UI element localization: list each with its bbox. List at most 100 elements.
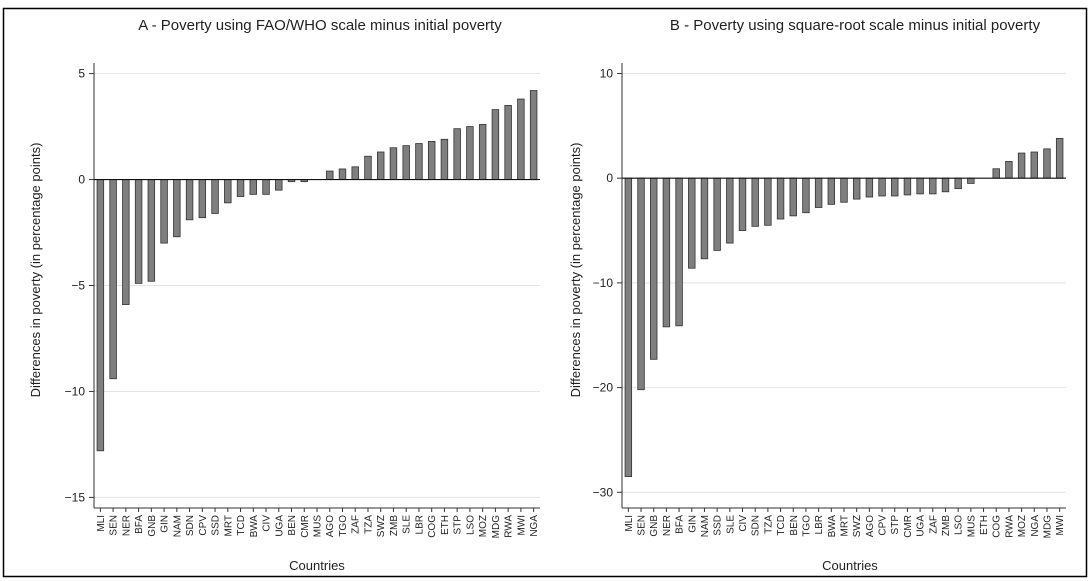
chart-b-bar bbox=[1043, 148, 1051, 179]
chart-a-bar bbox=[517, 98, 525, 180]
chart-b-xtick-label: SLE bbox=[725, 515, 736, 534]
chart-b-xtick-label: BEN bbox=[789, 515, 800, 536]
chart-a-xtick-label: SEN bbox=[109, 515, 120, 536]
chart-a-xtick-label: CMR bbox=[300, 515, 311, 538]
chart-b-bar bbox=[852, 177, 861, 200]
chart-a-xtick-label: TZA bbox=[363, 515, 374, 534]
chart-b-xtick-label: MLI bbox=[624, 515, 635, 532]
chart-a-bar bbox=[427, 141, 436, 180]
chart-b-xtick-label: TZA bbox=[763, 515, 774, 534]
chart-a-ytick-label: 0 bbox=[78, 173, 85, 187]
chart-a-bar bbox=[326, 170, 334, 180]
chart-b-bar bbox=[802, 177, 810, 214]
chart-a-bar bbox=[389, 147, 398, 180]
chart-a-ytick-label: −5 bbox=[71, 279, 85, 293]
chart-a-ylabel: Differences in poverty (in percentage po… bbox=[28, 143, 43, 398]
chart-b-xtick-label: BWA bbox=[827, 515, 838, 538]
chart-b-xtick-label: MWI bbox=[1055, 515, 1066, 536]
chart-a-xtick-label: MRT bbox=[223, 515, 234, 536]
chart-panel-b: B - Poverty using square-root scale minu… bbox=[568, 17, 1066, 573]
chart-a-xtick-label: NER bbox=[121, 515, 132, 536]
chart-b-bar bbox=[916, 177, 924, 195]
chart-a-bar bbox=[262, 179, 270, 195]
chart-a-bar bbox=[173, 179, 181, 238]
chart-b-bar bbox=[1055, 137, 1064, 179]
chart-a-bar bbox=[478, 124, 487, 180]
chart-b-bar bbox=[967, 177, 975, 184]
chart-b-xtick-label: LSO bbox=[954, 515, 965, 535]
chart-a-xtick-label: UGA bbox=[274, 515, 285, 537]
chart-b-xtick-label: SDN bbox=[751, 515, 762, 536]
chart-b-xtick-label: RWA bbox=[1004, 515, 1015, 538]
chart-a-bar bbox=[415, 143, 423, 180]
chart-b-xtick-label: ETH bbox=[979, 515, 990, 535]
chart-b-xtick-label: MOZ bbox=[1017, 515, 1028, 537]
chart-a-xtick-label: MOZ bbox=[478, 515, 489, 537]
chart-b-xtick-label: TGO bbox=[801, 515, 812, 537]
chart-a-bar bbox=[134, 179, 143, 284]
chart-a-bar bbox=[185, 179, 194, 221]
chart-b-bar bbox=[827, 177, 836, 205]
chart-b-xtick-label: GNB bbox=[649, 515, 660, 537]
chart-b-bar bbox=[891, 177, 899, 197]
chart-a-xtick-label: RWA bbox=[504, 515, 515, 538]
chart-a-xtick-label: NGA bbox=[529, 515, 540, 537]
chart-b-xtick-label: LBR bbox=[814, 515, 825, 534]
chart-b-xtick-label: MDG bbox=[1042, 515, 1053, 539]
chart-b-bar bbox=[903, 177, 912, 196]
chart-b-xtick-label: CPV bbox=[878, 515, 889, 536]
chart-b-ytick-label: −10 bbox=[593, 276, 614, 290]
chart-b-bar bbox=[992, 168, 1000, 179]
chart-b-bar bbox=[878, 177, 886, 197]
chart-a-bar bbox=[249, 179, 257, 195]
chart-a-bar bbox=[96, 179, 105, 452]
chart-b-bar bbox=[929, 177, 937, 195]
chart-b-bar bbox=[764, 177, 772, 226]
chart-a-xtick-label: CPV bbox=[198, 515, 209, 536]
chart-a-bar bbox=[147, 179, 156, 282]
chart-b-bar bbox=[650, 177, 658, 360]
chart-b-xtick-label: ZAF bbox=[928, 515, 939, 534]
chart-a-xtick-label: GIN bbox=[160, 515, 171, 533]
chart-b-ytick-label: −20 bbox=[593, 381, 614, 395]
chart-a-ytick-label: 5 bbox=[78, 67, 85, 81]
chart-b-xtick-label: ZMB bbox=[941, 515, 952, 536]
chart-a-xtick-label: TCD bbox=[236, 515, 247, 536]
chart-b-bar bbox=[688, 177, 696, 269]
chart-b-bar bbox=[941, 177, 950, 193]
chart-a-xtick-label: MLI bbox=[96, 515, 107, 532]
chart-a-bar bbox=[160, 179, 168, 244]
chart-a-xtick-label: SDN bbox=[185, 515, 196, 536]
chart-a-xtick-label: ZAF bbox=[351, 515, 362, 534]
chart-a-xtick-label: ETH bbox=[440, 515, 451, 535]
chart-a-xtick-label: NAM bbox=[172, 515, 183, 537]
chart-b-bar bbox=[1017, 152, 1026, 179]
chart-a-bar bbox=[275, 179, 283, 191]
chart-b-xtick-label: MUS bbox=[966, 515, 977, 538]
chart-a-bar bbox=[364, 155, 372, 180]
chart-a-xtick-label: MDG bbox=[491, 515, 502, 539]
chart-a-xtick-label: SLE bbox=[402, 515, 413, 534]
chart-b-bar bbox=[776, 177, 785, 220]
chart-b-xtick-label: BFA bbox=[675, 515, 686, 534]
chart-a-plot: 5 0 −5 −10 −15 MLI SEN NER BFA GNB GIN NAM SDN CPV SSD… bbox=[65, 63, 540, 538]
chart-b-bar bbox=[840, 177, 848, 203]
chart-a-bar bbox=[224, 179, 232, 204]
chart-b-xtick-label: SWZ bbox=[852, 515, 863, 537]
chart-a-ytick-label: −10 bbox=[65, 384, 86, 398]
chart-b-xtick-label: SSD bbox=[713, 515, 724, 536]
chart-a-bar bbox=[198, 179, 207, 219]
chart-b-bar bbox=[1030, 151, 1038, 179]
chart-b-bar bbox=[726, 177, 734, 244]
chart-a-xtick-label: BFA bbox=[134, 515, 145, 534]
chart-a-bar bbox=[236, 179, 245, 197]
chart-b-xtick-label: UGA bbox=[916, 515, 927, 537]
chart-a-bar bbox=[211, 179, 219, 214]
chart-a-xtick-label: SSD bbox=[211, 515, 222, 536]
chart-b-bar bbox=[675, 177, 683, 327]
chart-a-bar bbox=[491, 109, 500, 180]
chart-a-bar bbox=[402, 145, 410, 180]
chart-a-bar bbox=[351, 166, 359, 180]
chart-b-xtick-label: STP bbox=[890, 515, 901, 535]
